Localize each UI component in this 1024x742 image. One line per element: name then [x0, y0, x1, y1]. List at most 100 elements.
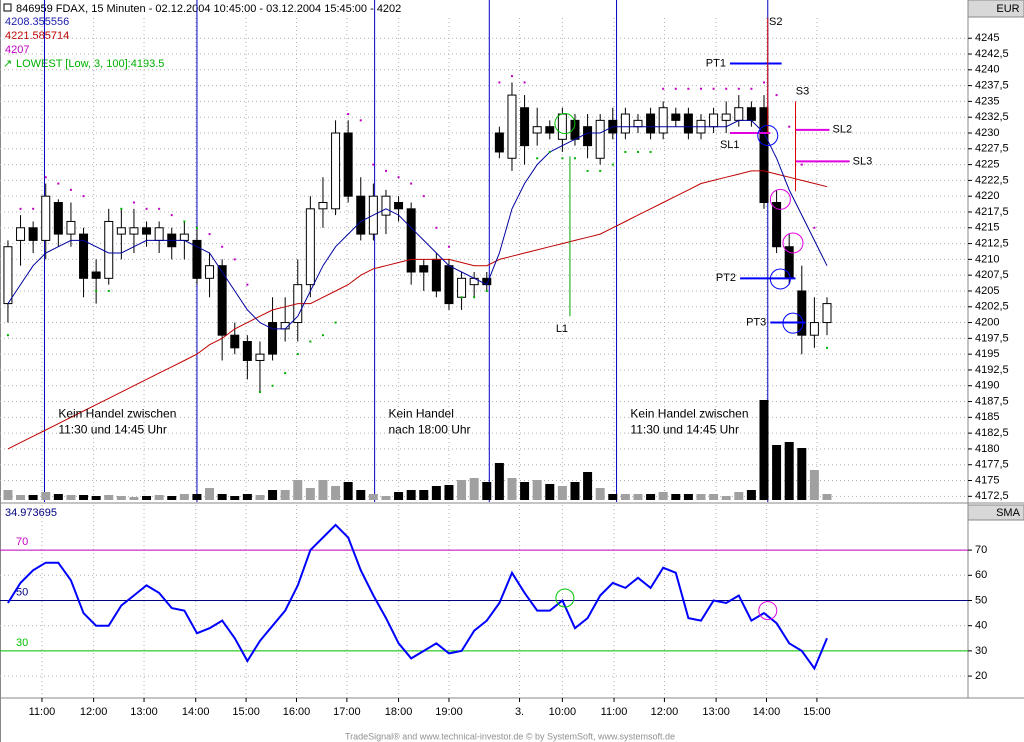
y-tick-label: 4177,5 [975, 459, 1009, 471]
sar-dot [775, 94, 778, 97]
level-label: SL3 [853, 155, 873, 167]
volume-bar [797, 448, 807, 500]
volume-bar [305, 488, 315, 500]
candle-body [255, 353, 265, 361]
y-tick-label: 4240 [975, 64, 999, 76]
sar-dot [347, 113, 350, 116]
volume-bar [28, 495, 38, 500]
candle-body [91, 271, 101, 279]
y-tick-label: 4215 [975, 222, 999, 234]
sar-dot [284, 372, 287, 375]
y-tick-label: 50 [975, 594, 987, 606]
x-tick-label: 12:00 [80, 706, 108, 718]
sar-dot [170, 214, 173, 217]
candle-body [205, 265, 215, 279]
candle-body [419, 265, 429, 273]
note: Kein Handel zwischen [630, 406, 748, 420]
candle-body [822, 303, 832, 324]
candle-body [532, 126, 542, 134]
y-tick-label: 4182,5 [975, 427, 1009, 439]
candle-body [394, 202, 404, 210]
volume-bar [759, 400, 769, 500]
candle-body [671, 113, 681, 121]
candle-body [709, 113, 719, 128]
candle-body [557, 113, 567, 140]
volume-bar [255, 495, 265, 500]
volume-bar [784, 442, 794, 500]
sar-dot [195, 226, 198, 229]
x-tick-label: 15:00 [232, 706, 260, 718]
volume-bar [331, 486, 341, 500]
sar-dot [662, 87, 665, 90]
volume-bar [318, 480, 328, 500]
y-tick-label: 4197,5 [975, 332, 1009, 344]
volume-bar [230, 496, 240, 500]
volume-bar [469, 478, 479, 500]
sar-dot [69, 188, 72, 191]
sar-dot [321, 334, 324, 337]
x-tick-label: 14:00 [182, 706, 210, 718]
x-tick-label: 10:00 [549, 706, 577, 718]
sar-dot [19, 207, 22, 210]
sar-dot [221, 245, 224, 248]
sar-dot [447, 245, 450, 248]
volume-bar [557, 486, 567, 500]
volume-bar [104, 495, 114, 500]
level-label: SL1 [720, 139, 740, 151]
candle-body [406, 208, 416, 273]
sar-dot [258, 391, 261, 394]
sar-dot [422, 195, 425, 198]
signal-circle [554, 113, 576, 135]
volume-bar [683, 494, 693, 500]
candle-body [217, 265, 227, 336]
y-tick-label: 60 [975, 569, 987, 581]
candle-body [192, 239, 202, 279]
x-tick-label: 13:00 [702, 706, 730, 718]
volume-bar [696, 494, 706, 500]
candle-body [154, 227, 164, 241]
volume-bar [646, 494, 656, 500]
sar-dot [712, 87, 715, 90]
volume-bar [53, 494, 63, 500]
level-label: PT2 [716, 272, 736, 284]
y-tick-label: 4220 [975, 190, 999, 202]
volume-bar [809, 470, 819, 500]
candle-body [331, 132, 341, 210]
candle-body [242, 341, 252, 361]
candle-body [633, 119, 643, 128]
sar-dot [460, 296, 463, 299]
sar-dot [611, 163, 614, 166]
currency-label: EUR [996, 3, 1019, 15]
volume-bar [394, 492, 404, 500]
sar-dot [183, 220, 186, 223]
sar-dot [233, 258, 236, 261]
volume-bar [167, 496, 177, 500]
y-tick-label: 4222,5 [975, 174, 1009, 186]
sar-dot [82, 195, 85, 198]
candle-body [381, 195, 391, 216]
moving-average [7, 119, 828, 330]
sar-dot [788, 125, 791, 128]
moving-average [7, 170, 828, 450]
marker-label: S3 [796, 85, 809, 97]
volume-bar [620, 494, 630, 500]
signal-circle [782, 232, 804, 254]
candle-body [142, 227, 152, 235]
candle-body [66, 220, 76, 235]
sar-dot [246, 283, 249, 286]
candle-body [721, 113, 731, 121]
volume-bar [734, 492, 744, 500]
sar-dot [208, 233, 211, 236]
volume-bar [142, 496, 152, 500]
volume-bar [293, 480, 303, 500]
volume-bar [633, 494, 643, 500]
chart-title: 846959 FDAX, 15 Minuten - 02.12.2004 10:… [16, 3, 401, 15]
volume-bar [772, 445, 782, 500]
sar-dot [649, 150, 652, 153]
volume-bar [129, 497, 139, 500]
candle-body [494, 132, 504, 153]
volume-bar [91, 496, 101, 500]
volume-bar [709, 494, 719, 500]
y-tick-label: 70 [975, 544, 987, 556]
